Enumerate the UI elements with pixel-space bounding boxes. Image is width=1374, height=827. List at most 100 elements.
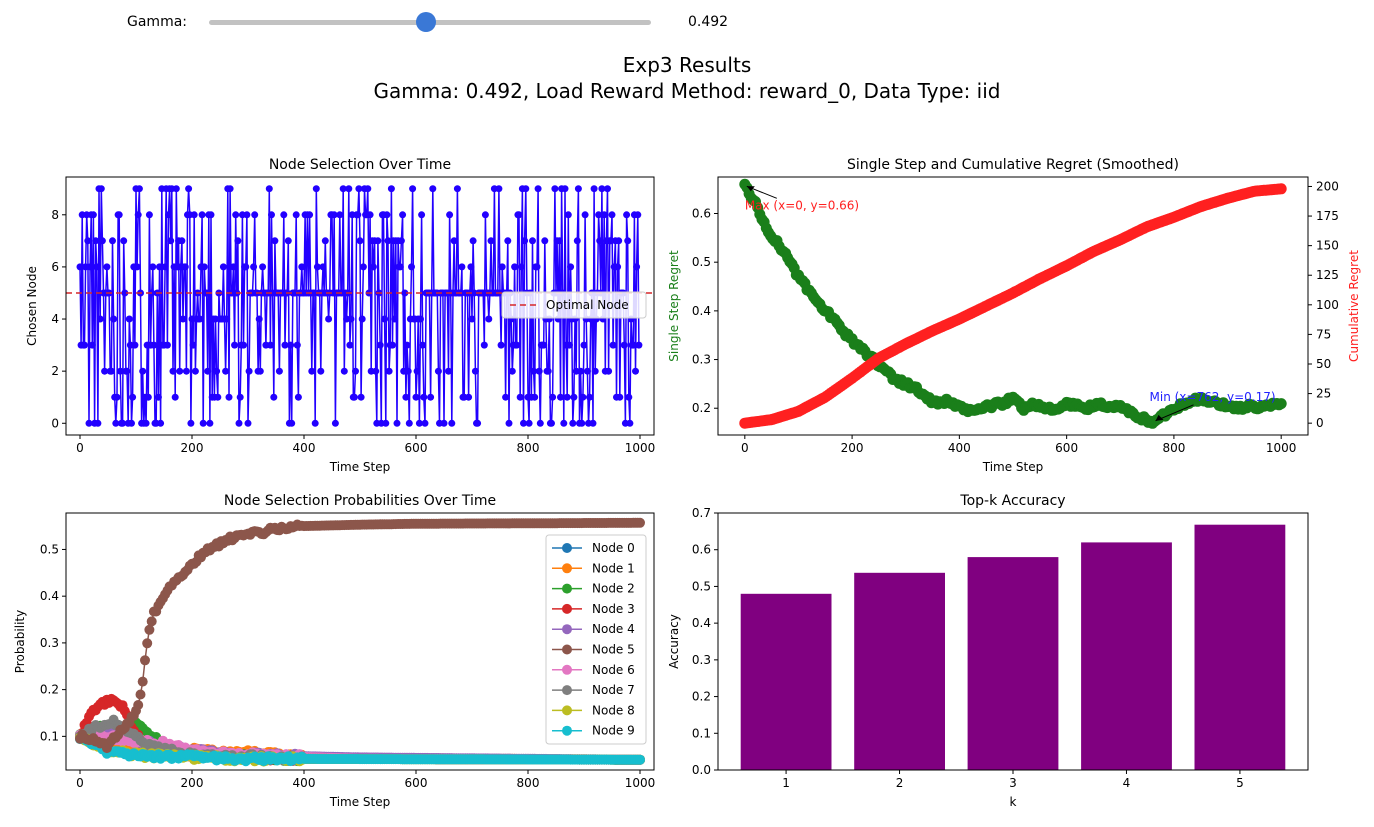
selection-point [540, 341, 548, 349]
node-selection-chart-xtick-label: 1000 [625, 441, 656, 455]
selection-point [544, 367, 552, 375]
selection-point [259, 263, 267, 271]
selection-point [620, 341, 628, 349]
selection-point [614, 263, 622, 271]
regret-chart: 0 200 400 600 800 1000 0.2 0.3 0.4 0.5 0.6 0 25 50 75 1… [667, 157, 1361, 474]
selection-point [579, 393, 587, 401]
selection-point [403, 341, 411, 349]
topk-chart-xtick-label: 4 [1123, 776, 1131, 790]
topk-chart-ytick-label: 0.2 [692, 690, 711, 704]
node-selection-chart-ytick-label: 6 [51, 260, 59, 274]
node-selection-chart-ytick-label: 8 [51, 208, 59, 222]
selection-point [505, 419, 513, 427]
selection-point [364, 185, 372, 193]
node-selection-chart-xtick-label: 200 [181, 441, 204, 455]
selection-point [570, 393, 578, 401]
regret-chart-xtick-label: 1000 [1266, 441, 1297, 455]
prob-legend-swatch-marker [562, 603, 572, 614]
selection-point [467, 263, 475, 271]
gamma-slider-thumb[interactable] [416, 12, 437, 32]
prob-legend-label: Node 1 [592, 561, 635, 575]
selection-point [445, 367, 452, 375]
selection-point [229, 263, 237, 271]
prob-legend-label: Node 4 [592, 622, 635, 636]
selection-point [198, 211, 206, 219]
selection-point [555, 237, 563, 245]
prob-legend-label: Node 8 [592, 703, 635, 717]
probabilities-chart-xtick-label: 600 [405, 776, 428, 790]
selection-point [96, 315, 104, 323]
selection-point [580, 341, 588, 349]
topk-chart-ytick-label: 0.4 [692, 616, 711, 630]
selection-point [113, 393, 121, 401]
regret-ylabel-right: Cumulative Regret [1347, 250, 1361, 362]
regret-chart-ytick-label: 0.6 [692, 207, 711, 221]
selection-point [372, 367, 380, 375]
probabilities-chart-ytick-label: 0.2 [40, 683, 59, 697]
selection-point [178, 237, 186, 245]
selection-point [311, 419, 319, 427]
selection-point [418, 211, 426, 219]
selection-point [633, 263, 641, 271]
selection-point [256, 367, 264, 375]
selection-point [213, 367, 221, 375]
selection-point [135, 185, 143, 193]
selection-point [567, 263, 575, 271]
selection-point [350, 393, 358, 401]
selection-point [487, 237, 495, 245]
selection-point [250, 263, 258, 271]
selection-point [529, 237, 536, 245]
topk-chart-ytick-label: 0.6 [692, 543, 711, 557]
selection-point [586, 393, 594, 401]
selection-point [535, 367, 543, 375]
selection-point [453, 185, 461, 193]
selection-point [366, 211, 374, 219]
regret-chart-ytick-label: 0.5 [692, 255, 711, 269]
selection-point [81, 341, 88, 349]
selection-point [169, 367, 177, 375]
selection-point [103, 263, 111, 271]
selection-point [154, 393, 162, 401]
single-step-regret-point [1275, 398, 1287, 410]
topk-chart-xtick-label: 1 [782, 776, 790, 790]
selection-point [240, 341, 247, 349]
selection-point [471, 367, 479, 375]
prob-series-point [635, 517, 645, 528]
topk-bar [854, 572, 945, 770]
selection-point [109, 237, 116, 245]
selection-point [399, 211, 407, 219]
node-selection-title: Node Selection Over Time [269, 157, 451, 173]
selection-point [595, 211, 603, 219]
selection-point [242, 263, 250, 271]
selection-point [86, 263, 94, 271]
regret-right-ytick-label: 100 [1316, 298, 1339, 312]
topk-chart-ytick-label: 0.5 [692, 579, 711, 593]
selection-point [384, 237, 392, 245]
selection-point [600, 211, 608, 219]
topk-chart-xtick-label: 2 [896, 776, 904, 790]
selection-point [569, 419, 577, 427]
selection-point [383, 211, 391, 219]
selection-point [223, 315, 231, 323]
selection-point [172, 185, 180, 193]
selection-point [206, 419, 214, 427]
selection-point [112, 419, 120, 427]
prob-legend-swatch-marker [562, 563, 572, 574]
prob-legend-swatch-marker [562, 543, 572, 553]
selection-point [85, 419, 93, 427]
prob-series-point [144, 624, 155, 635]
probabilities-chart-xtick-label: 1000 [625, 776, 656, 790]
selection-point [531, 393, 539, 401]
probabilities-chart-ytick-label: 0.1 [40, 729, 59, 743]
selection-point [578, 419, 586, 427]
selection-point [134, 211, 142, 219]
selection-point [495, 185, 503, 193]
prob-legend-swatch-marker [562, 583, 572, 594]
selection-point [200, 263, 208, 271]
selection-point [149, 263, 157, 271]
selection-point [235, 419, 243, 427]
selection-point [189, 341, 197, 349]
selection-point [312, 185, 320, 193]
prob-legend-label: Node 2 [592, 582, 635, 596]
probabilities-chart-xtick-label: 800 [517, 776, 540, 790]
